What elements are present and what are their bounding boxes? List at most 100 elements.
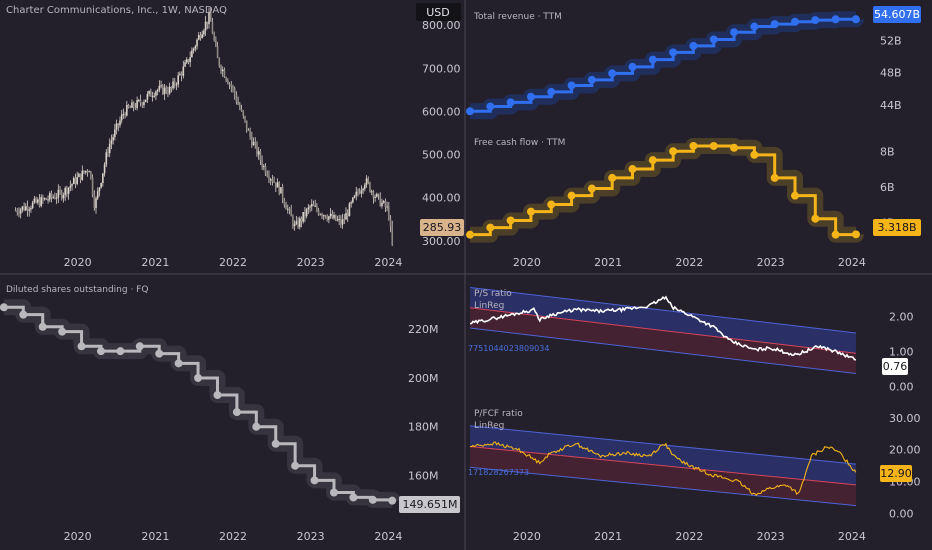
price-candle-body <box>271 179 274 182</box>
revenue-last-value-label: 54.607B <box>874 8 920 21</box>
revenue-y-tick: 52B <box>880 34 902 47</box>
revenue-last-value-bg <box>873 6 921 23</box>
price-candle-body <box>328 216 330 220</box>
price-candle-body <box>360 190 363 194</box>
price-candle-body <box>36 199 39 203</box>
price-candle-body <box>220 65 222 72</box>
price-candle-body <box>105 152 108 165</box>
price-candle-body <box>93 194 96 209</box>
shares-point <box>388 496 397 505</box>
price-candle-body <box>228 83 231 85</box>
ps-linreg-channel <box>469 286 856 375</box>
revenue-point <box>831 15 840 24</box>
price-candle-body <box>273 181 275 183</box>
price-candle-body <box>31 202 34 209</box>
price-candle-body <box>179 73 181 76</box>
revenue-y-tick: 48B <box>880 67 902 80</box>
price-y-tick: 600.00 <box>422 105 461 118</box>
price-candle-body <box>215 39 217 47</box>
pfcf-lower-channel <box>470 446 856 506</box>
shares-point <box>349 493 358 502</box>
shares-x-tick-2020: 2020 <box>64 530 92 543</box>
price-candle-body <box>98 187 101 192</box>
price-candle-body <box>295 221 298 224</box>
revenue-point <box>486 102 495 111</box>
price-candle-body <box>23 206 25 211</box>
price-candle-body <box>345 213 347 220</box>
price-candle-body <box>90 171 92 178</box>
price-candle-body <box>120 114 123 121</box>
price-candle-body <box>297 221 299 228</box>
shares-point <box>368 495 377 504</box>
ratios-x-tick-2024: 2024 <box>838 530 866 543</box>
currency-badge[interactable] <box>416 3 461 21</box>
pfcf-y-tick: 30.00 <box>889 412 921 425</box>
price-candle-body <box>62 194 65 199</box>
price-candle-body <box>76 177 78 184</box>
price-candle-body <box>293 223 296 227</box>
shares-point <box>0 303 8 312</box>
revenue-series <box>466 11 864 120</box>
pfcf-upper-channel <box>470 425 856 485</box>
shares-point <box>329 488 338 497</box>
price-candle-body <box>60 191 63 199</box>
price-y-tick: 500.00 <box>422 149 461 162</box>
price-candle-body <box>163 87 166 95</box>
revenue-point <box>466 107 474 116</box>
price-candle-body <box>153 95 156 97</box>
price-x-tick-2024: 2024 <box>374 256 402 269</box>
price-candle-body <box>274 182 277 188</box>
price-candle-body <box>372 191 375 198</box>
price-candle-body <box>79 173 82 180</box>
shares-title: Diluted shares outstanding · FQ <box>6 285 148 295</box>
price-candle-body <box>168 86 171 94</box>
price-candle-body <box>357 191 359 193</box>
revenue-point <box>547 87 556 96</box>
price-candle-body <box>110 140 113 144</box>
price-candle-body <box>309 206 311 208</box>
ps-line <box>469 295 857 361</box>
price-candle-body <box>336 219 339 221</box>
price-candle-body <box>350 202 352 204</box>
price-y-tick: 300.00 <box>422 235 461 248</box>
price-candle-body <box>264 165 267 174</box>
price-candle-body <box>340 219 342 225</box>
price-candle-body <box>259 151 262 161</box>
ratios-x-tick-2021: 2021 <box>594 530 622 543</box>
fcf-point <box>851 230 860 239</box>
price-candle-body <box>83 170 85 173</box>
price-candle-body <box>180 73 183 76</box>
price-candle-body <box>184 62 186 67</box>
price-candle-body <box>189 57 191 63</box>
price-candle-body <box>155 91 157 96</box>
fundamentals-x-tick-2021: 2021 <box>594 256 622 269</box>
price-candle-body <box>192 48 195 51</box>
fcf-point <box>669 147 678 156</box>
fcf-point <box>608 173 617 182</box>
price-candle-body <box>26 206 29 211</box>
price-candle-body <box>254 142 257 144</box>
ps-upper-band <box>469 286 856 334</box>
price-x-tick-2021: 2021 <box>141 256 169 269</box>
price-candle-body <box>257 151 260 155</box>
fcf-point <box>567 191 576 200</box>
shares-point <box>213 391 222 400</box>
price-candle-body <box>33 198 36 203</box>
price-candle-body <box>312 204 315 206</box>
price-candle-body <box>108 143 111 154</box>
ratios-x-tick-2023: 2023 <box>757 530 785 543</box>
price-candle-body <box>334 214 337 221</box>
price-candle-body <box>141 103 144 106</box>
price-candle-body <box>204 21 207 31</box>
price-candle-body <box>283 199 286 205</box>
price-candle-body <box>187 59 190 63</box>
price-candle-body <box>69 185 72 188</box>
revenue-point <box>750 22 759 31</box>
price-candle-body <box>57 189 60 198</box>
shares-y-tick: 220M <box>408 323 439 336</box>
shares-last-value-label: 149.651M <box>403 498 458 511</box>
price-candle-body <box>211 21 214 34</box>
shares-point <box>174 359 183 368</box>
fcf-point <box>730 143 739 152</box>
